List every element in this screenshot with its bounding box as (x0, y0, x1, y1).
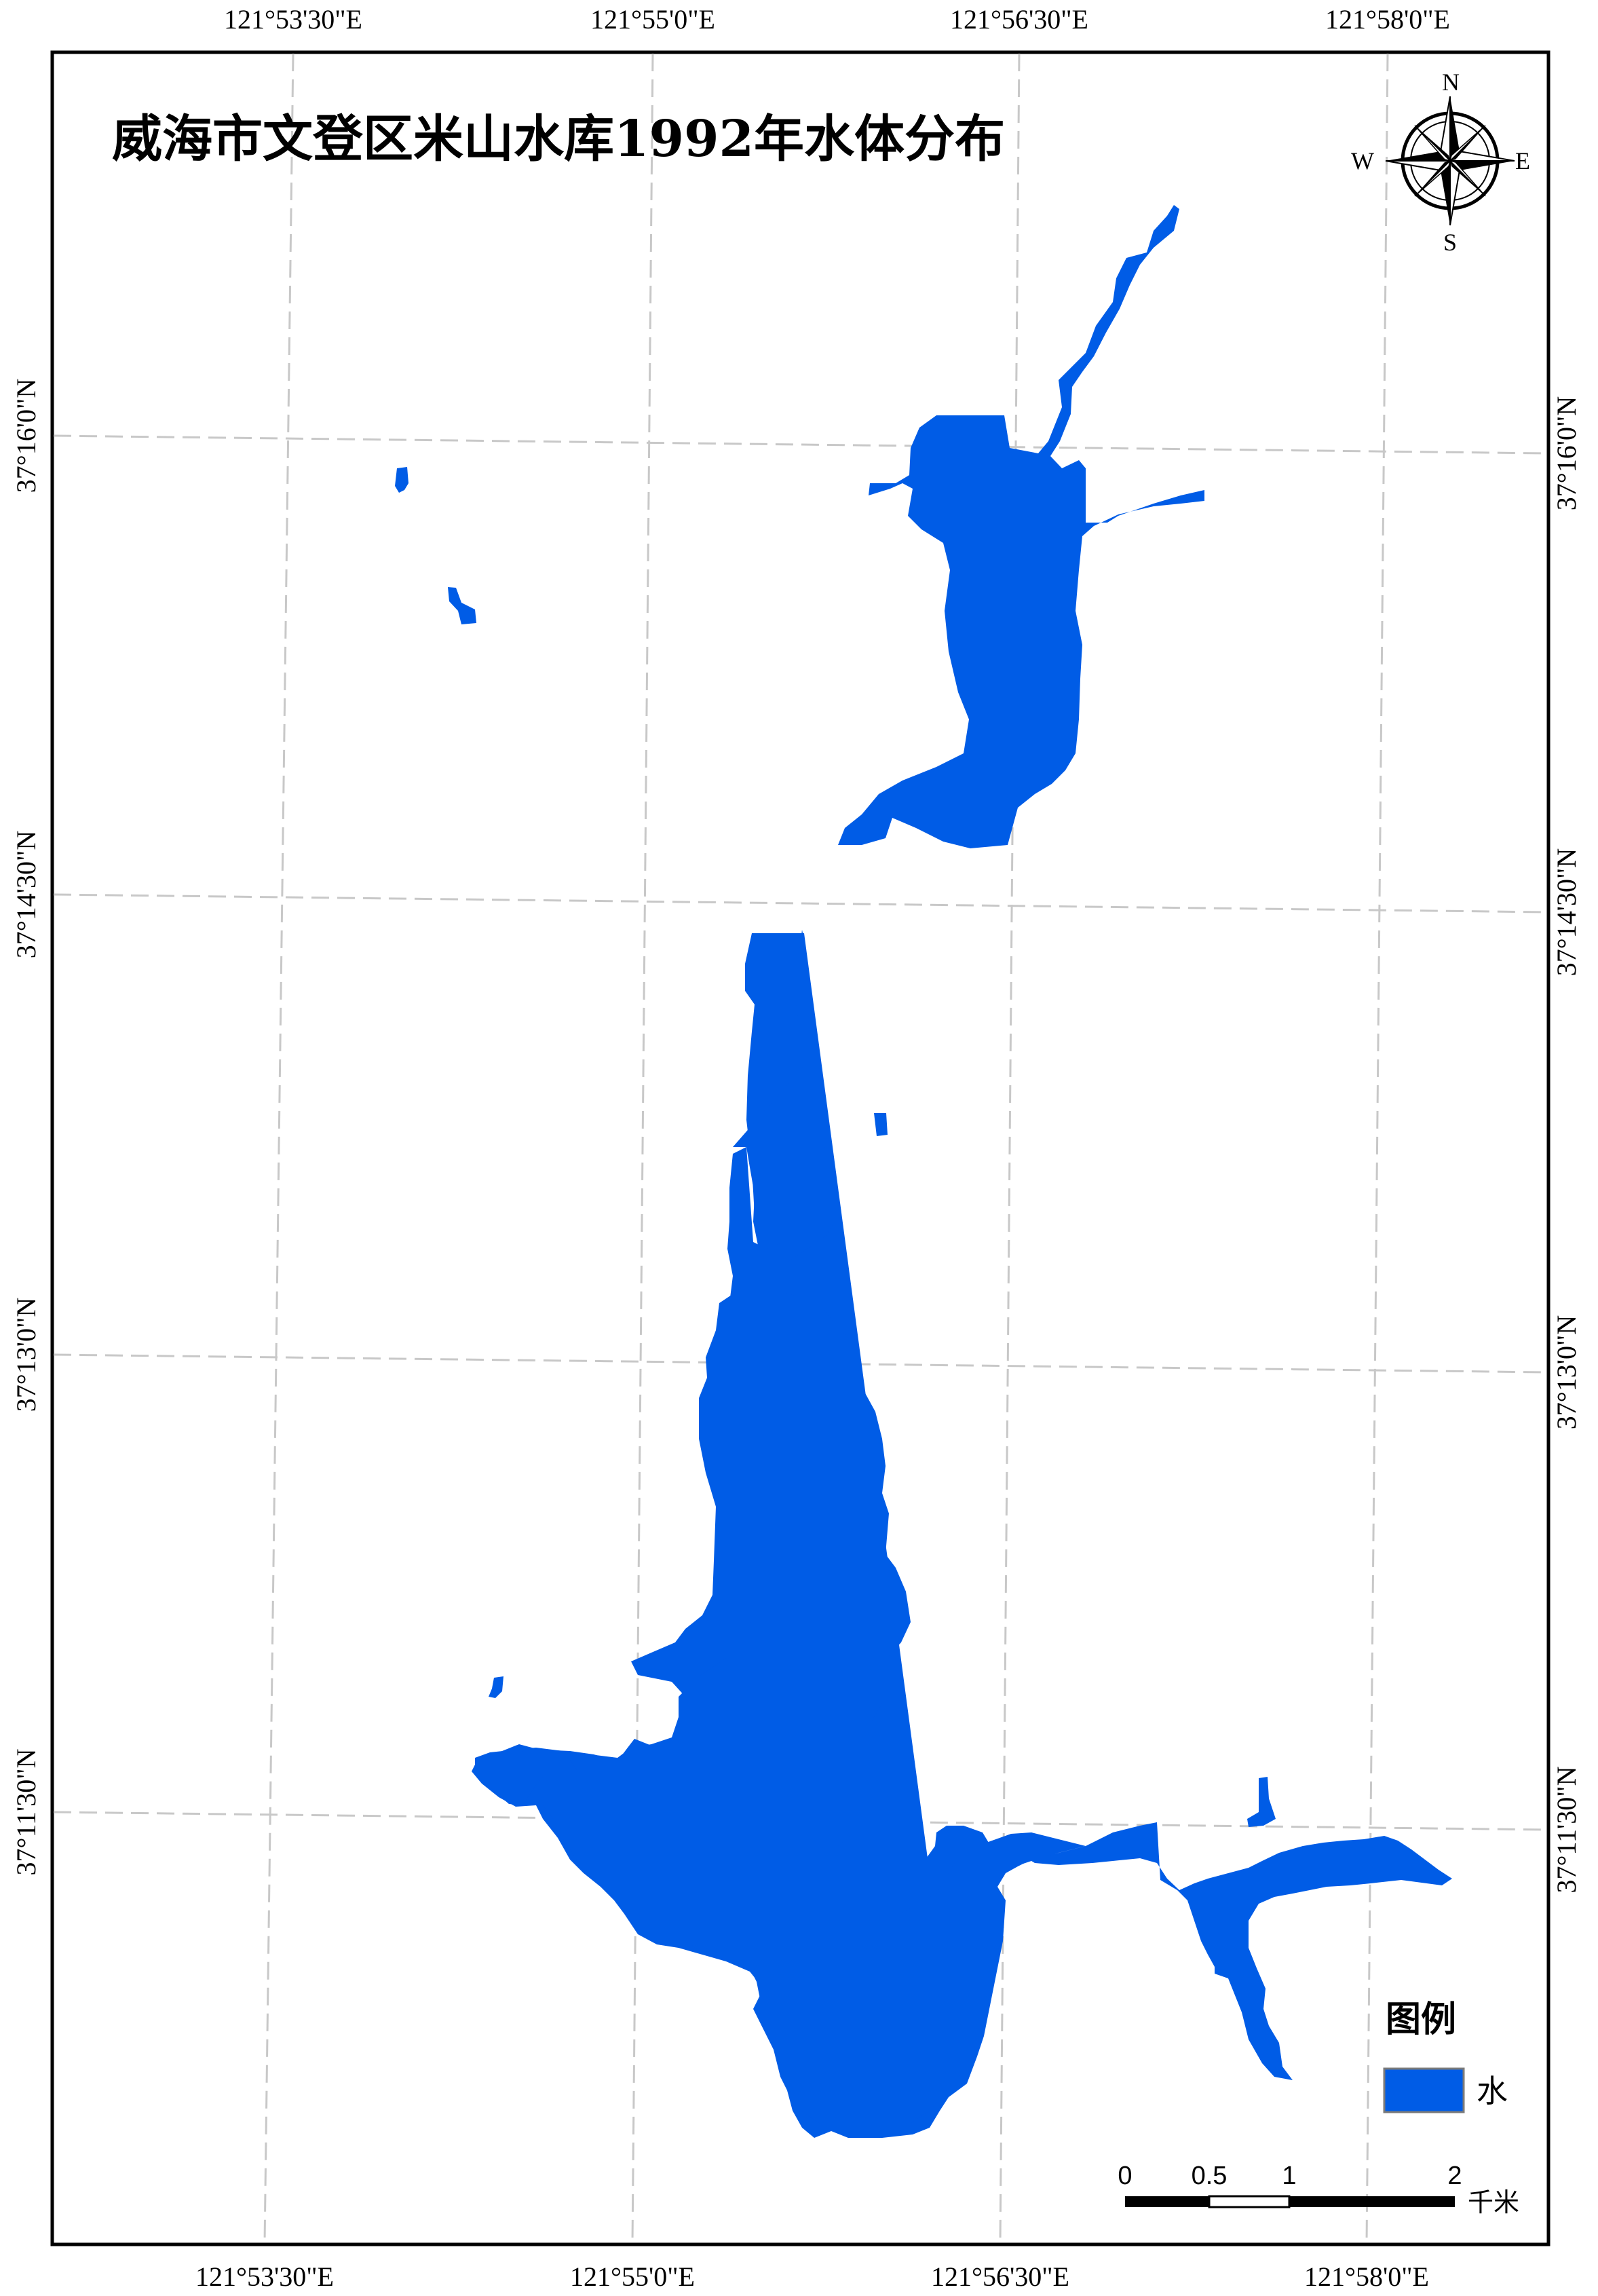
lat-label-left-2: 37°14'30"N (11, 831, 41, 958)
water-body-south-west-arm (475, 1750, 577, 1805)
parallel-4 (53, 1811, 1548, 1831)
lon-label-bottom-4: 121°58'0"E (1304, 2261, 1429, 2292)
lon-label-top-1: 121°53'30"E (224, 4, 362, 35)
legend-swatch-water (1383, 2067, 1465, 2113)
scale-bar: 0 0.5 1 2 千米 (1118, 2162, 1519, 2217)
lon-label-bottom-1: 121°53'30"E (195, 2261, 334, 2292)
meridian-3 (999, 53, 1021, 2244)
scale-tick-2: 2 (1447, 2162, 1462, 2190)
water-body-south-neck (727, 1147, 856, 1347)
scale-tick-0: 0 (1118, 2162, 1132, 2190)
parallel-1 (53, 434, 1548, 455)
lat-label-left-4: 37°11'30"N (11, 1749, 41, 1876)
water-pond-4 (795, 954, 802, 971)
compass-w-label: W (1351, 147, 1374, 174)
lon-label-top-3: 121°56'30"E (950, 4, 1088, 35)
lat-label-left-1: 37°16'0"N (11, 379, 41, 493)
lat-label-right-1: 37°16'0"N (1551, 396, 1582, 510)
graticule (53, 53, 1548, 2244)
lat-label-right-2: 37°14'30"N (1551, 848, 1582, 976)
meridian-4 (1365, 53, 1389, 2244)
parallel-3 (53, 1353, 1548, 1374)
water-pond-2 (448, 587, 476, 624)
compass-s-label: S (1443, 229, 1457, 256)
scale-unit: 千米 (1468, 2187, 1519, 2217)
lat-label-right-4: 37°11'30"N (1551, 1767, 1582, 1894)
meridian-2 (631, 53, 654, 2244)
legend-title: 图例 (1386, 1999, 1456, 2040)
parallel-2 (53, 893, 1548, 914)
legend-label-water: 水 (1477, 2073, 1508, 2109)
lon-label-bottom-2: 121°55'0"E (570, 2261, 695, 2292)
compass-rose-icon: N S E W (1351, 69, 1530, 256)
water-pond-5 (489, 1676, 503, 1698)
lon-label-top-4: 121°58'0"E (1325, 4, 1450, 35)
water-body-south-north-inlet (733, 930, 835, 1249)
compass-n-label: N (1442, 69, 1460, 96)
water-pond-6 (1247, 1777, 1276, 1827)
water-body-north (838, 205, 1204, 848)
lon-label-bottom-3: 121°56'30"E (931, 2261, 1069, 2292)
lon-label-top-2: 121°55'0"E (590, 4, 715, 35)
scale-tick-1: 1 (1282, 2162, 1296, 2190)
scale-tick-0-5: 0.5 (1192, 2162, 1228, 2190)
water-pond-3 (874, 1113, 888, 1136)
compass-e-label: E (1515, 147, 1530, 174)
legend: 图例 水 (1383, 1999, 1508, 2113)
meridian-1 (263, 53, 294, 2244)
water-pond-1 (395, 467, 408, 493)
lat-label-left-3: 37°13'0"N (11, 1298, 41, 1412)
lat-label-right-3: 37°13'0"N (1551, 1315, 1582, 1429)
map-title: 威海市文登区米山水库1992年水体分布 (112, 110, 1005, 168)
water-bodies (395, 205, 1452, 2138)
water-body-south-core (489, 1309, 1086, 2131)
